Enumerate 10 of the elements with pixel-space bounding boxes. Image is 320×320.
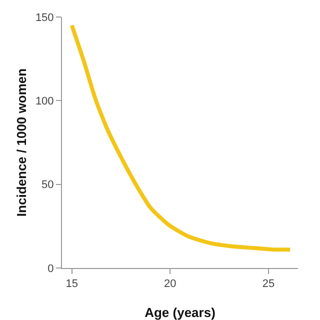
- y-tick-label: 100: [35, 96, 54, 108]
- y-tick-label: 50: [42, 179, 54, 192]
- x-tick-label: 15: [66, 278, 78, 290]
- y-tick-label: 150: [35, 12, 54, 24]
- line-series: [70, 23, 292, 252]
- x-tick-label: 20: [164, 278, 176, 290]
- y-tick-label: 0: [48, 262, 54, 275]
- x-tick-label: 25: [262, 278, 275, 290]
- x-axis-title: Age (years): [144, 305, 216, 320]
- y-axis-title: Incidence / 1000 women: [14, 68, 29, 217]
